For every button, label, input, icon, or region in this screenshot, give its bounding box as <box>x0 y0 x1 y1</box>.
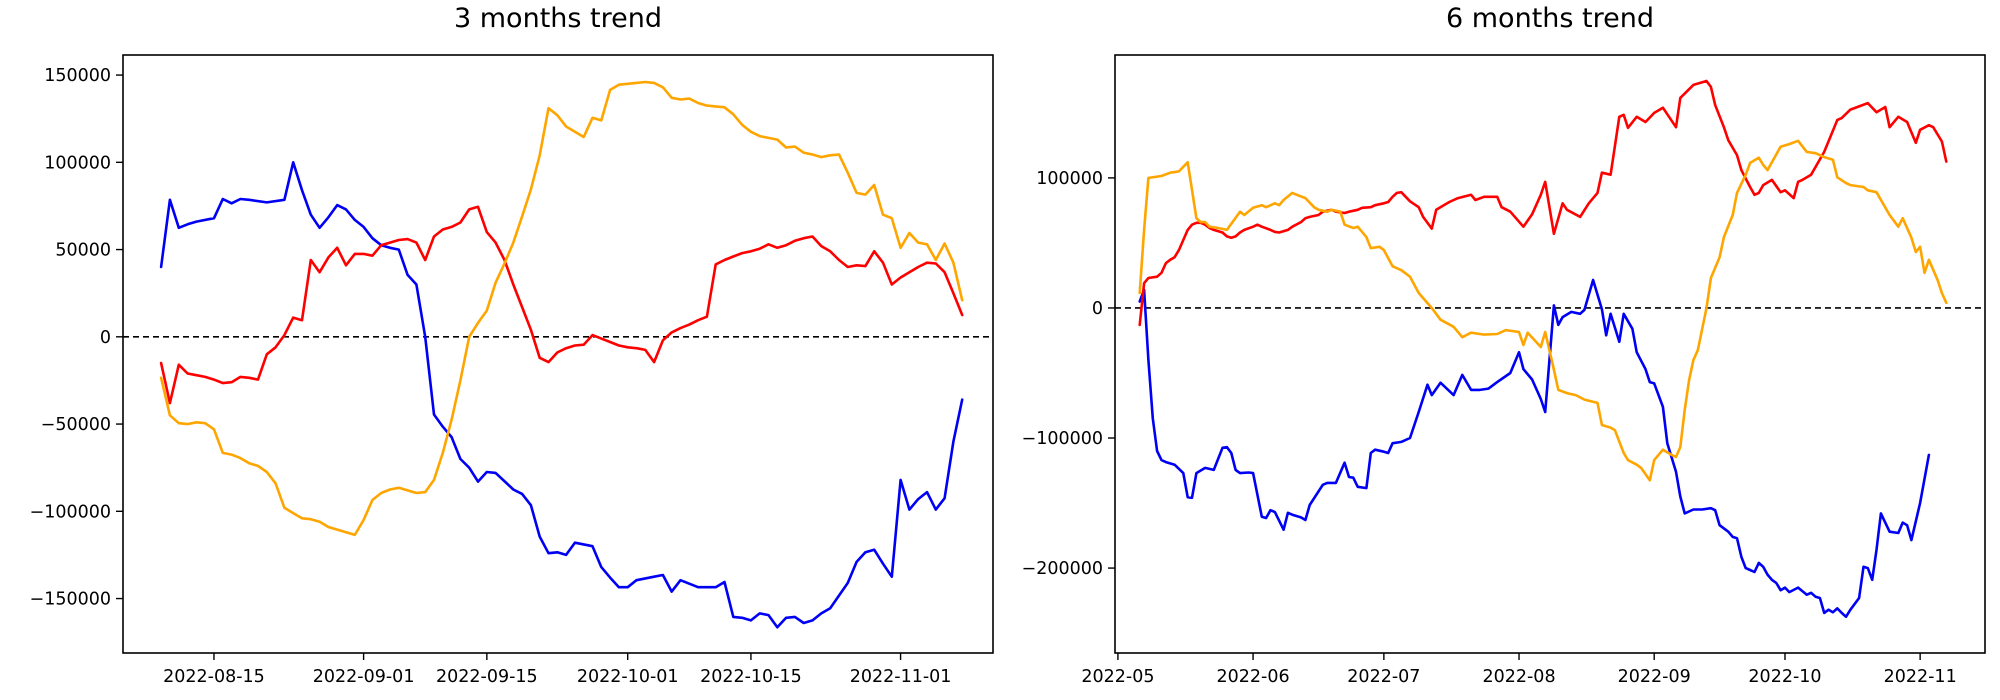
chart-title-3-months: 3 months trend <box>454 3 662 34</box>
x-tick-label: 2022-07 <box>1347 667 1420 687</box>
plot-border <box>122 54 994 654</box>
y-tick-label: −100000 <box>1022 429 1103 449</box>
y-tick-label: 100000 <box>44 153 111 173</box>
x-tick-label: 2022-08 <box>1482 667 1555 687</box>
y-tick-label: 0 <box>100 328 111 348</box>
x-tick-label: 2022-08-15 <box>163 667 265 687</box>
series-red <box>1138 79 1948 327</box>
x-tick-label: 2022-11-01 <box>850 667 952 687</box>
x-tick-label: 2022-09-15 <box>436 667 538 687</box>
y-tick-label: −50000 <box>41 415 111 435</box>
x-tick-label: 2022-10 <box>1748 667 1821 687</box>
series-orange <box>159 80 964 537</box>
y-tick-label: 100000 <box>1036 169 1103 189</box>
chart-6-months: 100000 0 −100000 −200000 2022-05 2022-06 2022-… <box>1022 54 1986 687</box>
x-tick-label: 2022-11 <box>1884 667 1957 687</box>
plot-border <box>1114 54 1986 654</box>
y-tick-label: −150000 <box>30 590 111 610</box>
series-blue <box>159 161 964 629</box>
y-tick-label: 150000 <box>44 66 111 86</box>
x-tick-label: 2022-05 <box>1081 667 1154 687</box>
chart-3-months: 150000 100000 50000 0 −50000 −100000 −150000 20… <box>30 54 994 687</box>
x-tick-label: 2022-09-01 <box>313 667 415 687</box>
x-tick-label: 2022-06 <box>1217 667 1290 687</box>
x-tick-label: 2022-09 <box>1618 667 1691 687</box>
chart-title-6-months: 6 months trend <box>1446 3 1654 34</box>
y-tick-label: 0 <box>1092 299 1103 319</box>
series-orange <box>1138 139 1948 482</box>
x-tick-label: 2022-10-15 <box>700 667 802 687</box>
y-tick-label: −100000 <box>30 502 111 522</box>
x-tick-label: 2022-10-01 <box>577 667 679 687</box>
series-blue <box>1138 278 1931 619</box>
y-tick-label: 50000 <box>55 241 111 261</box>
series-red <box>159 205 964 405</box>
y-tick-label: −200000 <box>1022 559 1103 579</box>
